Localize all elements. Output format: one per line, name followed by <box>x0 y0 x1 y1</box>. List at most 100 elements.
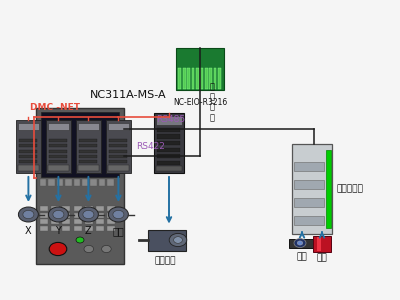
FancyBboxPatch shape <box>19 155 37 158</box>
Text: Y: Y <box>56 226 61 236</box>
FancyBboxPatch shape <box>109 155 127 158</box>
FancyBboxPatch shape <box>16 120 41 172</box>
FancyBboxPatch shape <box>48 123 69 130</box>
FancyBboxPatch shape <box>187 68 190 88</box>
Circle shape <box>294 238 306 247</box>
Text: Z: Z <box>85 226 92 236</box>
Circle shape <box>108 207 128 222</box>
FancyBboxPatch shape <box>62 213 70 218</box>
FancyBboxPatch shape <box>82 179 88 185</box>
FancyBboxPatch shape <box>205 68 208 88</box>
FancyBboxPatch shape <box>99 179 105 185</box>
Circle shape <box>23 210 34 219</box>
FancyBboxPatch shape <box>157 154 180 158</box>
Circle shape <box>18 207 38 222</box>
FancyBboxPatch shape <box>107 213 115 218</box>
FancyBboxPatch shape <box>157 148 180 152</box>
FancyBboxPatch shape <box>218 68 221 88</box>
Circle shape <box>113 210 124 219</box>
FancyBboxPatch shape <box>178 68 181 88</box>
FancyBboxPatch shape <box>192 68 194 88</box>
FancyBboxPatch shape <box>79 139 97 142</box>
FancyBboxPatch shape <box>18 165 39 171</box>
FancyBboxPatch shape <box>109 139 127 142</box>
FancyBboxPatch shape <box>294 198 324 207</box>
Text: 视觉控制器: 视觉控制器 <box>337 184 364 194</box>
FancyBboxPatch shape <box>40 213 48 218</box>
Circle shape <box>49 242 67 256</box>
FancyBboxPatch shape <box>294 216 324 225</box>
FancyBboxPatch shape <box>19 150 37 153</box>
Circle shape <box>169 233 187 247</box>
FancyBboxPatch shape <box>157 134 180 139</box>
FancyBboxPatch shape <box>96 219 104 224</box>
Circle shape <box>297 241 303 245</box>
Circle shape <box>174 237 182 243</box>
FancyBboxPatch shape <box>79 155 97 158</box>
FancyBboxPatch shape <box>157 141 180 145</box>
FancyBboxPatch shape <box>51 219 59 224</box>
FancyBboxPatch shape <box>313 236 331 252</box>
FancyBboxPatch shape <box>48 165 69 171</box>
FancyBboxPatch shape <box>176 48 224 90</box>
FancyBboxPatch shape <box>317 237 321 250</box>
Text: 光源: 光源 <box>317 254 327 262</box>
FancyBboxPatch shape <box>109 150 127 153</box>
FancyBboxPatch shape <box>78 123 99 130</box>
FancyBboxPatch shape <box>79 144 97 147</box>
Circle shape <box>83 210 94 219</box>
Text: 刀库: 刀库 <box>112 226 124 236</box>
FancyBboxPatch shape <box>74 179 80 185</box>
Text: X: X <box>25 226 32 236</box>
FancyBboxPatch shape <box>18 123 39 130</box>
FancyBboxPatch shape <box>294 162 324 171</box>
Text: RS422: RS422 <box>136 142 165 151</box>
FancyBboxPatch shape <box>107 206 115 211</box>
Text: 相机: 相机 <box>297 252 307 261</box>
FancyBboxPatch shape <box>51 213 59 218</box>
FancyBboxPatch shape <box>48 179 55 185</box>
FancyBboxPatch shape <box>108 165 129 171</box>
FancyBboxPatch shape <box>57 179 63 185</box>
Circle shape <box>76 237 84 243</box>
FancyBboxPatch shape <box>109 160 127 164</box>
FancyBboxPatch shape <box>49 144 67 147</box>
FancyBboxPatch shape <box>19 144 37 147</box>
FancyBboxPatch shape <box>154 112 184 172</box>
Circle shape <box>78 207 98 222</box>
FancyBboxPatch shape <box>49 155 67 158</box>
FancyBboxPatch shape <box>51 226 59 231</box>
FancyBboxPatch shape <box>326 150 331 228</box>
FancyBboxPatch shape <box>46 120 71 172</box>
FancyBboxPatch shape <box>62 226 70 231</box>
Text: NC311A-MS-A: NC311A-MS-A <box>90 91 166 100</box>
FancyBboxPatch shape <box>157 161 180 165</box>
FancyBboxPatch shape <box>156 166 182 171</box>
FancyBboxPatch shape <box>19 160 37 164</box>
Text: 差
分
信
号: 差 分 信 号 <box>210 82 215 122</box>
FancyBboxPatch shape <box>49 160 67 164</box>
FancyBboxPatch shape <box>96 213 104 218</box>
FancyBboxPatch shape <box>196 68 199 88</box>
FancyBboxPatch shape <box>107 219 115 224</box>
FancyBboxPatch shape <box>214 68 216 88</box>
FancyBboxPatch shape <box>74 226 82 231</box>
Circle shape <box>53 210 64 219</box>
FancyBboxPatch shape <box>41 112 119 177</box>
Circle shape <box>48 207 68 222</box>
FancyBboxPatch shape <box>289 238 315 247</box>
FancyBboxPatch shape <box>49 139 67 142</box>
FancyBboxPatch shape <box>74 206 82 211</box>
FancyBboxPatch shape <box>51 206 59 211</box>
FancyBboxPatch shape <box>62 219 70 224</box>
FancyBboxPatch shape <box>74 213 82 218</box>
FancyBboxPatch shape <box>96 226 104 231</box>
FancyBboxPatch shape <box>90 179 97 185</box>
FancyBboxPatch shape <box>85 206 93 211</box>
FancyBboxPatch shape <box>183 68 186 88</box>
FancyBboxPatch shape <box>74 219 82 224</box>
FancyBboxPatch shape <box>96 206 104 211</box>
FancyBboxPatch shape <box>157 128 180 132</box>
Text: DMC -NET: DMC -NET <box>30 103 80 112</box>
FancyBboxPatch shape <box>148 230 186 250</box>
